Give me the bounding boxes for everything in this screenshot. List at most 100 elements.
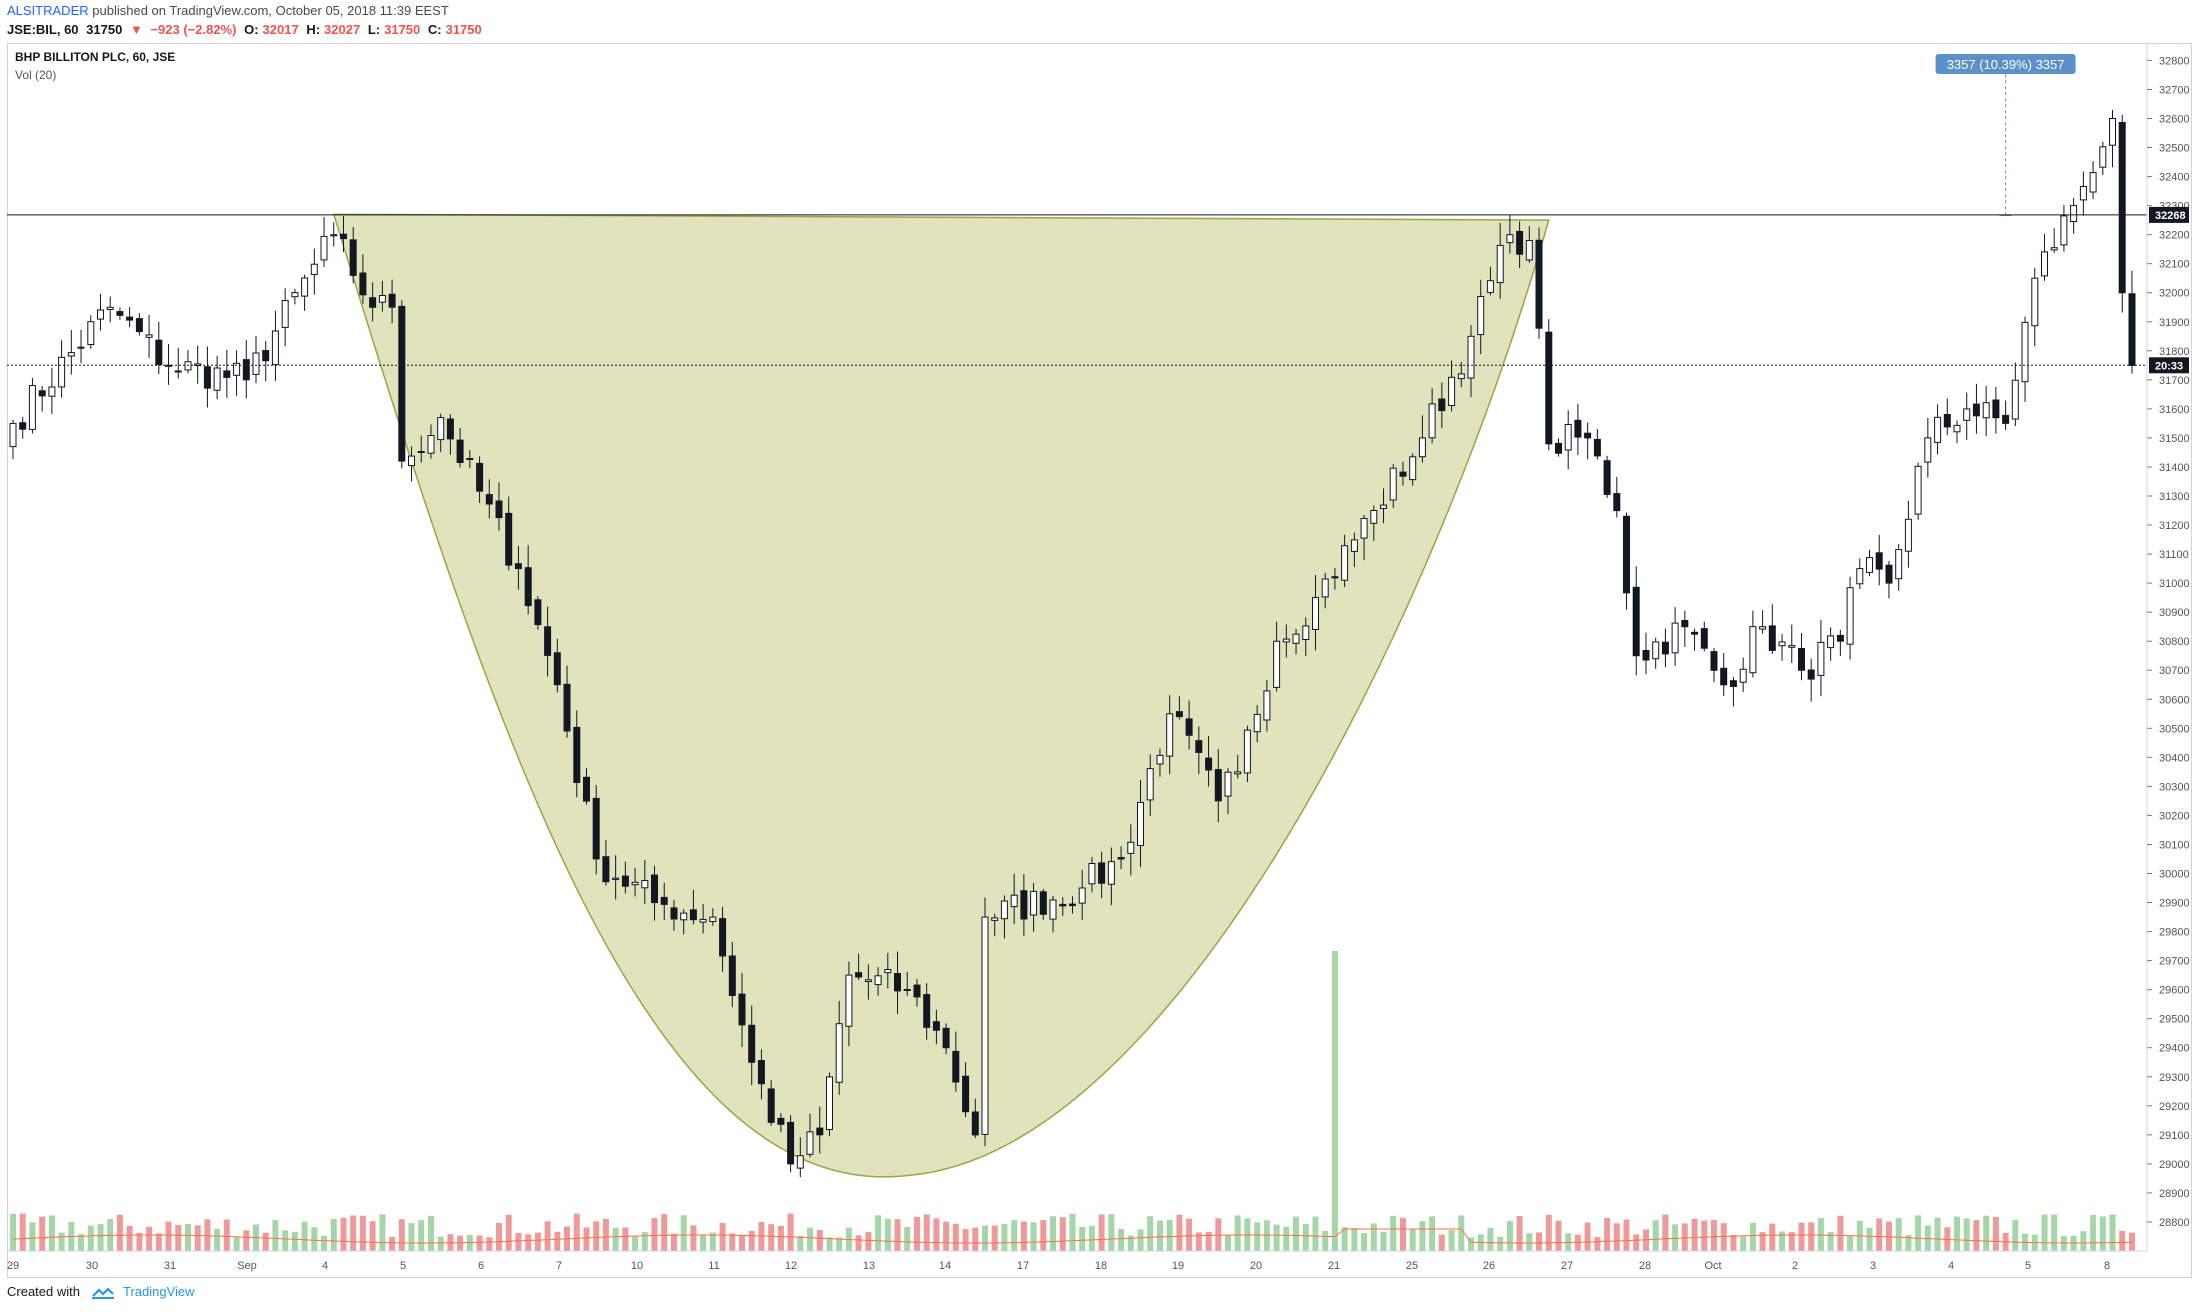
candlestick[interactable] bbox=[1652, 637, 1660, 669]
candlestick[interactable] bbox=[1253, 705, 1261, 743]
candlestick[interactable] bbox=[320, 217, 328, 268]
candlestick[interactable] bbox=[1389, 464, 1397, 508]
candlestick[interactable] bbox=[1817, 620, 1825, 697]
candlestick[interactable] bbox=[1234, 754, 1242, 779]
candlestick[interactable] bbox=[1584, 422, 1592, 460]
candlestick[interactable] bbox=[252, 336, 260, 384]
candlestick[interactable] bbox=[1778, 634, 1786, 661]
candlestick[interactable] bbox=[2109, 109, 2116, 168]
candlestick[interactable] bbox=[2118, 114, 2126, 313]
candlestick[interactable] bbox=[796, 1137, 804, 1178]
candlestick[interactable] bbox=[621, 861, 629, 894]
candlestick[interactable] bbox=[612, 855, 620, 900]
candlestick[interactable] bbox=[485, 479, 493, 519]
candlestick[interactable] bbox=[748, 1005, 756, 1086]
candlestick[interactable] bbox=[1399, 461, 1407, 486]
candlestick[interactable] bbox=[641, 860, 649, 904]
candlestick[interactable] bbox=[1603, 455, 1611, 498]
candlestick[interactable] bbox=[466, 450, 474, 469]
candlestick[interactable] bbox=[38, 386, 46, 412]
candlestick[interactable] bbox=[378, 281, 386, 312]
candlestick[interactable] bbox=[1496, 222, 1504, 299]
candlestick[interactable] bbox=[1146, 754, 1154, 816]
candlestick[interactable] bbox=[1846, 576, 1854, 660]
candlestick[interactable] bbox=[58, 340, 66, 398]
candlestick[interactable] bbox=[2021, 316, 2029, 402]
candlestick[interactable] bbox=[291, 288, 299, 305]
candlestick[interactable] bbox=[1671, 607, 1679, 666]
candlestick[interactable] bbox=[1535, 227, 1543, 339]
candlestick[interactable] bbox=[233, 350, 241, 396]
candlestick[interactable] bbox=[680, 909, 688, 935]
candlestick[interactable] bbox=[1895, 544, 1903, 591]
candlestick[interactable] bbox=[894, 951, 901, 1014]
candlestick[interactable] bbox=[1710, 647, 1718, 683]
candlestick[interactable] bbox=[991, 913, 999, 937]
candlestick[interactable] bbox=[223, 350, 231, 398]
candlestick[interactable] bbox=[1370, 505, 1378, 541]
candlestick[interactable] bbox=[456, 427, 464, 468]
candlestick[interactable] bbox=[1856, 558, 1864, 590]
candlestick[interactable] bbox=[1593, 428, 1601, 460]
candlestick[interactable] bbox=[437, 413, 445, 453]
candlestick[interactable] bbox=[1457, 362, 1465, 388]
candlestick[interactable] bbox=[1992, 386, 2000, 434]
candlestick[interactable] bbox=[349, 226, 357, 284]
candlestick[interactable] bbox=[689, 889, 697, 925]
candlestick[interactable] bbox=[446, 414, 454, 455]
candlestick[interactable] bbox=[1292, 628, 1300, 655]
candlestick[interactable] bbox=[563, 665, 571, 738]
candlestick[interactable] bbox=[670, 900, 678, 931]
candlestick[interactable] bbox=[1768, 604, 1776, 654]
candlestick[interactable] bbox=[1380, 488, 1387, 524]
candlestick[interactable] bbox=[631, 867, 639, 897]
candlestick[interactable] bbox=[1049, 895, 1057, 933]
candlestick[interactable] bbox=[1030, 882, 1038, 932]
candlestick[interactable] bbox=[1127, 824, 1135, 876]
candlestick[interactable] bbox=[2002, 400, 2010, 430]
candlestick[interactable] bbox=[1224, 768, 1232, 815]
candlestick[interactable] bbox=[476, 456, 484, 503]
candlestick[interactable] bbox=[942, 1023, 950, 1055]
candlestick[interactable] bbox=[2060, 204, 2068, 252]
candlestick[interactable] bbox=[1691, 628, 1699, 651]
candlestick[interactable] bbox=[1117, 846, 1125, 870]
candlestick[interactable] bbox=[1525, 226, 1533, 263]
candlestick[interactable] bbox=[864, 964, 872, 1000]
candlestick[interactable] bbox=[2050, 228, 2058, 253]
candlestick[interactable] bbox=[242, 340, 250, 399]
candlestick[interactable] bbox=[1098, 851, 1106, 899]
candlestick[interactable] bbox=[2070, 198, 2078, 234]
candlestick[interactable] bbox=[514, 545, 522, 590]
candlestick[interactable] bbox=[1885, 560, 1893, 599]
candlestick[interactable] bbox=[1175, 696, 1183, 720]
candlestick[interactable] bbox=[660, 882, 668, 920]
candlestick[interactable] bbox=[1477, 279, 1485, 355]
candlestick[interactable] bbox=[1904, 500, 1912, 568]
candlestick[interactable] bbox=[9, 419, 17, 460]
candlestick[interactable] bbox=[534, 596, 542, 630]
candlestick[interactable] bbox=[757, 1049, 765, 1100]
candlestick[interactable] bbox=[553, 638, 561, 693]
candlestick[interactable] bbox=[728, 942, 736, 1008]
author-link[interactable]: ALSITRADER bbox=[7, 3, 89, 18]
candlestick[interactable] bbox=[1010, 873, 1018, 925]
candlestick[interactable] bbox=[971, 1098, 979, 1138]
candlestick[interactable] bbox=[19, 416, 27, 439]
candlestick[interactable] bbox=[1341, 534, 1349, 588]
cup-pattern-shape[interactable] bbox=[332, 213, 1550, 1178]
candlestick[interactable] bbox=[835, 1000, 843, 1095]
candlestick[interactable] bbox=[738, 972, 746, 1047]
candlestick[interactable] bbox=[1545, 319, 1553, 451]
candlestick[interactable] bbox=[1078, 869, 1086, 920]
candlestick[interactable] bbox=[1836, 629, 1844, 656]
candlestick[interactable] bbox=[651, 865, 658, 921]
candlestick[interactable] bbox=[1000, 895, 1008, 939]
candlestick[interactable] bbox=[816, 1106, 824, 1154]
price-chart[interactable]: BHP BILLITON PLC, 60, JSE Vol (20) 3357 … bbox=[7, 43, 2192, 1278]
candlestick[interactable] bbox=[1661, 628, 1669, 668]
candlestick[interactable] bbox=[340, 216, 347, 252]
candlestick[interactable] bbox=[1943, 398, 1951, 436]
candlestick[interactable] bbox=[1729, 677, 1737, 707]
candlestick[interactable] bbox=[1059, 897, 1067, 917]
